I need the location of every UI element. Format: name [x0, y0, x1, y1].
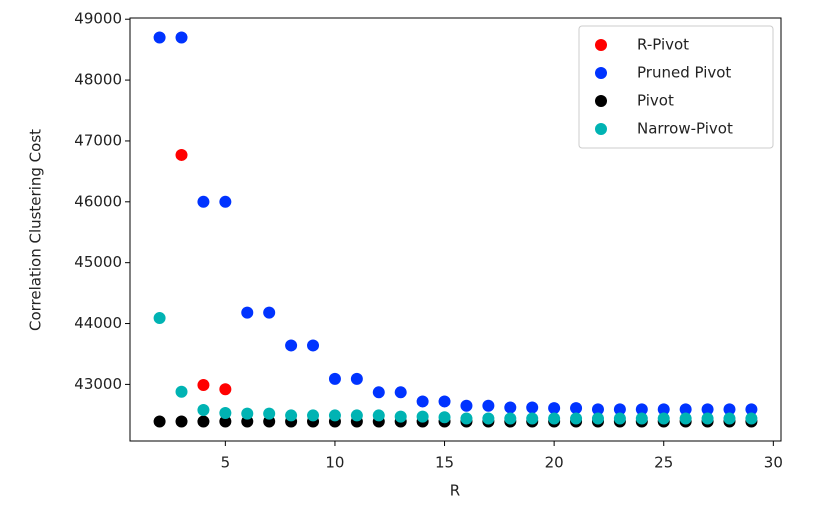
point	[350, 372, 363, 385]
y-axis-label: Correlation Clustering Cost	[27, 129, 45, 331]
point	[219, 195, 232, 208]
legend-label: R-Pivot	[637, 36, 689, 54]
point	[372, 409, 385, 422]
point	[197, 379, 210, 392]
point	[153, 312, 166, 325]
plot-frame	[129, 17, 782, 442]
point	[526, 401, 539, 414]
point	[153, 415, 166, 428]
point	[482, 412, 495, 425]
point	[263, 407, 276, 420]
y-tick-label: 43000	[74, 375, 122, 393]
point	[175, 148, 188, 161]
point	[635, 412, 648, 425]
legend-marker	[595, 39, 607, 51]
point	[460, 412, 473, 425]
point	[175, 415, 188, 428]
point	[679, 403, 692, 416]
legend-marker	[595, 123, 607, 135]
point	[197, 415, 210, 428]
point	[219, 415, 232, 428]
point	[548, 412, 561, 425]
x-tick-label: 15	[435, 454, 454, 472]
point	[591, 403, 604, 416]
point	[701, 412, 714, 425]
x-tick-label: 30	[764, 454, 783, 472]
point	[241, 306, 254, 319]
point	[372, 386, 385, 399]
x-axis-label: R	[450, 482, 460, 500]
y-tick-label: 48000	[74, 71, 122, 89]
legend-label: Pivot	[637, 92, 674, 110]
point	[613, 403, 626, 416]
x-tick-label: 20	[545, 454, 564, 472]
point	[657, 412, 670, 425]
legend-label: Pruned Pivot	[637, 64, 731, 82]
x-tick-label: 10	[325, 454, 344, 472]
x-tick-label: 5	[221, 454, 231, 472]
x-tick-label: 25	[654, 454, 673, 472]
point	[657, 403, 670, 416]
point	[263, 306, 276, 319]
legend-label: Narrow-Pivot	[637, 120, 733, 138]
y-tick-label: 47000	[74, 131, 122, 149]
point	[307, 409, 320, 422]
y-tick-label: 49000	[74, 10, 122, 28]
point	[438, 411, 451, 424]
point	[745, 412, 758, 425]
point	[679, 412, 692, 425]
point	[285, 409, 298, 422]
point	[197, 195, 210, 208]
point	[241, 407, 254, 420]
point	[175, 385, 188, 398]
point	[570, 412, 583, 425]
point	[416, 395, 429, 408]
point	[197, 403, 210, 416]
point	[153, 31, 166, 44]
point	[723, 412, 736, 425]
point	[723, 403, 736, 416]
y-tick-label: 45000	[74, 253, 122, 271]
point	[394, 410, 407, 423]
point	[504, 412, 517, 425]
point	[438, 395, 451, 408]
point	[745, 403, 758, 416]
point	[591, 412, 604, 425]
point	[416, 410, 429, 423]
legend-box	[578, 25, 774, 149]
point	[526, 412, 539, 425]
point	[175, 31, 188, 44]
point	[460, 399, 473, 412]
point	[701, 403, 714, 416]
point	[613, 412, 626, 425]
point	[635, 403, 648, 416]
y-tick-label: 44000	[74, 314, 122, 332]
point	[570, 402, 583, 415]
point	[307, 339, 320, 352]
point	[548, 402, 561, 415]
point	[482, 399, 495, 412]
legend-marker	[595, 67, 607, 79]
point	[219, 383, 232, 396]
point	[504, 401, 517, 414]
point	[219, 407, 232, 420]
point	[328, 409, 341, 422]
legend-marker	[595, 95, 607, 107]
point	[350, 409, 363, 422]
point	[394, 386, 407, 399]
y-tick-label: 46000	[74, 192, 122, 210]
point	[285, 339, 298, 352]
point	[328, 372, 341, 385]
